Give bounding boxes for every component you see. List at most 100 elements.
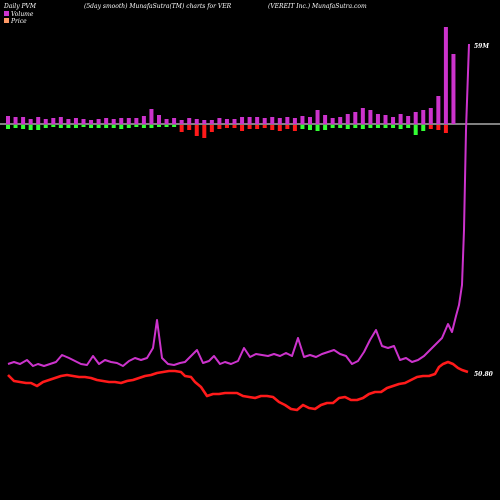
volume-bar-down: [104, 125, 109, 128]
volume-bar-up: [436, 96, 441, 124]
volume-bar-down: [119, 125, 124, 129]
volume-bar-down: [247, 125, 252, 129]
volume-bar-up: [300, 116, 305, 124]
volume-bar-up: [36, 117, 41, 124]
price-line: [7, 360, 469, 412]
volume-bar-down: [391, 125, 396, 128]
volume-bar-down: [240, 125, 245, 131]
volume-max-label: 59M: [474, 43, 489, 50]
volume-bar-up: [270, 117, 275, 124]
legend-label-volume: Volume: [11, 11, 34, 18]
volume-bar-down: [172, 125, 177, 127]
volume-bar-up: [43, 119, 48, 124]
volume-bar-up: [134, 118, 139, 124]
volume-bar-down: [292, 125, 297, 131]
volume-bar-down: [375, 125, 380, 128]
volume-bar-down: [149, 125, 154, 128]
volume-bar-up: [360, 108, 365, 124]
volume-bar-down: [338, 125, 343, 128]
volume-bar-down: [277, 125, 282, 131]
volume-bar-up: [345, 114, 350, 124]
volume-bar-down: [6, 125, 10, 129]
volume-bar-up: [28, 119, 33, 124]
volume-bar-down: [436, 125, 441, 130]
volume-line: [7, 43, 470, 367]
volume-bar-down: [111, 125, 116, 128]
volume-bar-up: [224, 119, 229, 124]
volume-bar-down: [81, 125, 86, 127]
volume-bar-up: [96, 119, 101, 124]
volume-bar-up: [21, 117, 26, 124]
volume-bar-up: [172, 118, 177, 124]
volume-bars: [6, 27, 456, 138]
volume-bar-up: [383, 115, 388, 124]
volume-bar-down: [398, 125, 403, 129]
volume-bar-up: [330, 118, 335, 124]
volume-bar-down: [73, 125, 78, 128]
volume-bar-up: [262, 118, 267, 124]
volume-bar-up: [58, 117, 63, 124]
volume-bar-up: [240, 117, 245, 124]
volume-bar-down: [202, 125, 207, 138]
volume-bar-down: [134, 125, 139, 127]
price-last-label: 50.80: [474, 371, 494, 378]
volume-bar-up: [421, 110, 426, 124]
volume-bar-down: [43, 125, 48, 128]
volume-bar-down: [232, 125, 237, 128]
volume-bar-up: [157, 115, 161, 124]
volume-bar-up: [179, 120, 184, 124]
volume-bar-down: [187, 125, 192, 130]
volume-bar-down: [36, 125, 41, 130]
volume-bar-down: [315, 125, 320, 131]
volume-bar-down: [285, 125, 290, 129]
volume-bar-up: [338, 117, 343, 124]
volume-bar-up: [353, 112, 358, 124]
volume-bar-up: [81, 119, 86, 124]
volume-bar-down: [308, 125, 312, 130]
volume-bar-down: [224, 125, 229, 128]
volume-bar-down: [58, 125, 63, 128]
volume-bar-up: [13, 117, 18, 124]
volume-bar-down: [157, 125, 161, 127]
volume-bar-down: [179, 125, 184, 132]
volume-bar-up: [187, 118, 192, 124]
volume-bar-up: [51, 118, 56, 124]
volume-bar-down: [428, 125, 433, 129]
volume-bar-up: [89, 120, 94, 124]
header-title-right: (VEREIT Inc.) MunafaSutra.com: [268, 3, 367, 10]
volume-bar-up: [451, 54, 456, 124]
volume-bar-up: [277, 118, 282, 124]
volume-bar-down: [406, 125, 411, 128]
volume-bar-up: [375, 114, 380, 124]
volume-bar-up: [247, 117, 252, 124]
volume-bar-up: [398, 114, 403, 124]
volume-bar-up: [285, 117, 290, 124]
volume-bar-up: [66, 119, 71, 124]
header-title-center: (5day smooth) MunafaSutra(TM) charts for…: [84, 3, 232, 10]
volume-bar-down: [262, 125, 267, 128]
header-title-left: Daily PVM: [3, 3, 37, 10]
volume-bar-down: [21, 125, 26, 129]
legend-label-price: Price: [10, 18, 27, 25]
volume-bar-down: [255, 125, 260, 129]
volume-bar-down: [413, 125, 418, 135]
volume-bar-down: [300, 125, 305, 129]
volume-bar-down: [96, 125, 101, 128]
legend-swatch-price: [4, 18, 9, 23]
volume-bar-up: [6, 116, 10, 124]
volume-bar-down: [209, 125, 214, 132]
volume-bar-up: [149, 109, 154, 124]
volume-bar-down: [28, 125, 33, 130]
volume-bar-up: [209, 120, 214, 124]
volume-bar-down: [368, 125, 373, 128]
volume-bar-up: [323, 115, 328, 124]
volume-bar-up: [104, 118, 109, 124]
volume-bar-up: [428, 108, 433, 124]
volume-bar-down: [141, 125, 146, 128]
volume-bar-up: [443, 27, 448, 124]
volume-bar-down: [126, 125, 131, 128]
volume-bar-down: [13, 125, 18, 128]
volume-bar-down: [421, 125, 426, 131]
volume-bar-up: [119, 118, 124, 124]
volume-bar-up: [141, 116, 146, 124]
